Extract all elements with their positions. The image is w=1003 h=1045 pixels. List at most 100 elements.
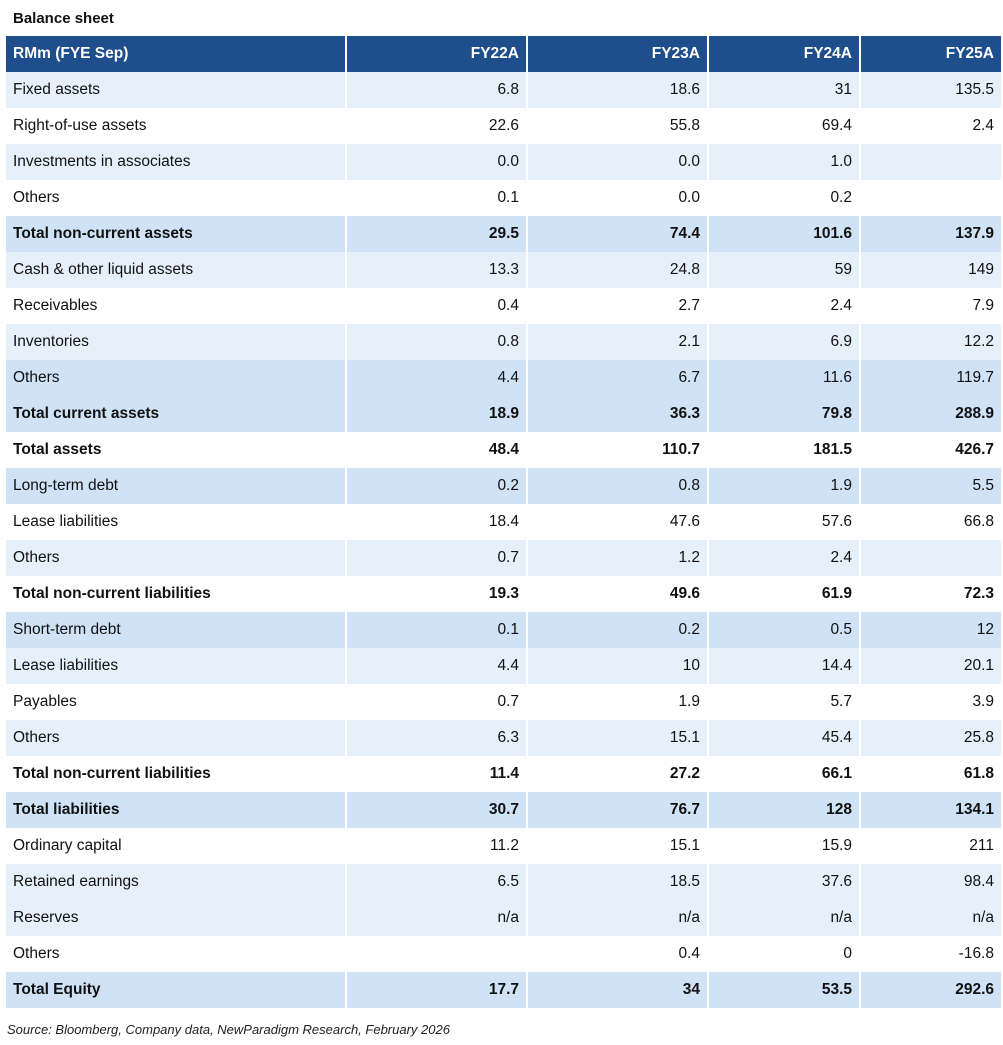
cell-value: 49.6 — [527, 576, 709, 612]
cell-value: 1.9 — [527, 684, 709, 720]
table-row: Short-term debt 0.1 0.2 0.5 12 — [6, 612, 1001, 648]
row-label: Lease liabilities — [6, 648, 347, 684]
cell-value: 0.0 — [346, 144, 528, 180]
header-row: RMm (FYE Sep) FY22A FY23A FY24A FY25A — [6, 36, 1001, 72]
table-row: Others 0.4 0 -16.8 — [6, 936, 1001, 972]
table-row: Others 0.1 0.0 0.2 — [6, 180, 1001, 216]
cell-value: 0.4 — [346, 288, 528, 324]
cell-value: 149 — [968, 261, 994, 278]
table-row: Lease liabilities 18.4 47.6 57.6 66.8 — [6, 504, 1001, 540]
cell-value: 55.8 — [527, 108, 709, 144]
cell-value: 6.8 — [346, 72, 528, 108]
cell-value: 59 — [708, 252, 861, 288]
cell-value: 0.2 — [527, 612, 709, 648]
cell-value: 426.7 — [955, 441, 994, 458]
cell-value: 14.4 — [708, 648, 861, 684]
cell-value: 211 — [969, 837, 994, 854]
cell-value: 4.4 — [346, 648, 528, 684]
cell-value: 110.7 — [527, 432, 709, 468]
row-label: Others — [6, 360, 347, 396]
row-label: Investments in associates — [6, 144, 347, 180]
row-label: Total non-current liabilities — [6, 756, 347, 792]
table-row: Reserves n/a n/a n/a n/a — [6, 900, 1001, 936]
cell-value: 29.5 — [346, 216, 528, 252]
cell-value: 2.7 — [527, 288, 709, 324]
table-row: Total non-current liabilities 19.3 49.6 61.… — [6, 576, 1001, 612]
cell-value — [860, 540, 1001, 576]
row-label: Right-of-use assets — [6, 108, 347, 144]
cell-value: 31 — [708, 72, 861, 108]
row-label: Receivables — [6, 288, 347, 324]
cell-value: 6.5 — [346, 864, 528, 900]
cell-value: 135.5 — [955, 81, 994, 98]
table-row: Ordinary capital 11.2 15.1 15.9 211 — [6, 828, 1001, 864]
cell-value: 18.6 — [527, 72, 709, 108]
table-header: RMm (FYE Sep) FY22A FY23A FY24A FY25A — [6, 36, 1001, 72]
cell-value: 0.1 — [346, 180, 528, 216]
cell-value: 24.8 — [527, 252, 709, 288]
table-row: Total Equity 17.7 34 53.5 292.6 — [6, 972, 1001, 1008]
cell-value: n/a — [527, 900, 709, 936]
cell-value: 11.2 — [346, 828, 528, 864]
cell-value: 128 — [708, 792, 861, 828]
cell-value: 1.9 — [708, 468, 861, 504]
cell-value: 6.9 — [708, 324, 861, 360]
row-label: Short-term debt — [6, 612, 347, 648]
cell-value: 61.8 — [963, 765, 994, 782]
cell-value: n/a — [708, 900, 861, 936]
row-label: Lease liabilities — [6, 504, 347, 540]
cell-value: 98.4 — [963, 873, 994, 890]
cell-value: n/a — [972, 909, 994, 926]
table-row: Receivables 0.4 2.7 2.4 7.9 — [6, 288, 1001, 324]
cell-value: 20.1 — [963, 657, 994, 674]
table-row: Payables 0.7 1.9 5.7 3.9 — [6, 684, 1001, 720]
source-note: Source: Bloomberg, Company data, NewPara… — [7, 1022, 450, 1037]
table-row: Cash & other liquid assets 13.3 24.8 59 149 — [6, 252, 1001, 288]
cell-value: 1.2 — [527, 540, 709, 576]
row-label: Others — [6, 720, 347, 756]
cell-value: 45.4 — [708, 720, 861, 756]
row-label: Ordinary capital — [6, 828, 347, 864]
cell-value: 66.1 — [708, 756, 861, 792]
cell-value: 119.7 — [956, 369, 994, 386]
cell-value: 6.3 — [346, 720, 528, 756]
cell-value: 2.1 — [527, 324, 709, 360]
cell-value: 2.4 — [708, 540, 861, 576]
table-row: Fixed assets 6.8 18.6 31 135.5 — [6, 72, 1001, 108]
column-header-fy25a: FY25A — [945, 45, 994, 62]
cell-value: 11.6 — [708, 360, 861, 396]
cell-value: 0.7 — [346, 684, 528, 720]
cell-value: 134.1 — [955, 801, 994, 818]
cell-value: 137.9 — [955, 225, 994, 242]
cell-value: 0 — [708, 936, 861, 972]
row-label: Others — [6, 180, 347, 216]
table-row: Retained earnings 6.5 18.5 37.6 98.4 — [6, 864, 1001, 900]
table-row: Total non-current assets 29.5 74.4 101.6 137… — [6, 216, 1001, 252]
cell-value: 69.4 — [708, 108, 861, 144]
cell-value: 47.6 — [527, 504, 709, 540]
cell-value: 25.8 — [963, 729, 994, 746]
cell-value: 2.4 — [972, 117, 994, 134]
cell-value: 0.0 — [527, 144, 709, 180]
cell-value — [346, 936, 528, 972]
row-label: Inventories — [6, 324, 347, 360]
table-row: Others 0.7 1.2 2.4 — [6, 540, 1001, 576]
cell-value: -16.8 — [958, 945, 994, 962]
row-label: Cash & other liquid assets — [6, 252, 347, 288]
cell-value: 4.4 — [346, 360, 528, 396]
cell-value: 3.9 — [972, 693, 994, 710]
row-label: Others — [6, 540, 347, 576]
cell-value: 5.5 — [972, 477, 994, 494]
row-label: Total non-current assets — [6, 216, 347, 252]
cell-value — [860, 144, 1001, 180]
cell-value: 12.2 — [963, 333, 994, 350]
cell-value: 7.9 — [972, 297, 994, 314]
cell-value: 61.9 — [708, 576, 861, 612]
cell-value: 10 — [527, 648, 709, 684]
row-label: Retained earnings — [6, 864, 347, 900]
table-row: Right-of-use assets 22.6 55.8 69.4 2.4 — [6, 108, 1001, 144]
row-label: Total current assets — [6, 396, 347, 432]
cell-value: 0.7 — [346, 540, 528, 576]
cell-value: 0.2 — [708, 180, 861, 216]
table-row: Lease liabilities 4.4 10 14.4 20.1 — [6, 648, 1001, 684]
